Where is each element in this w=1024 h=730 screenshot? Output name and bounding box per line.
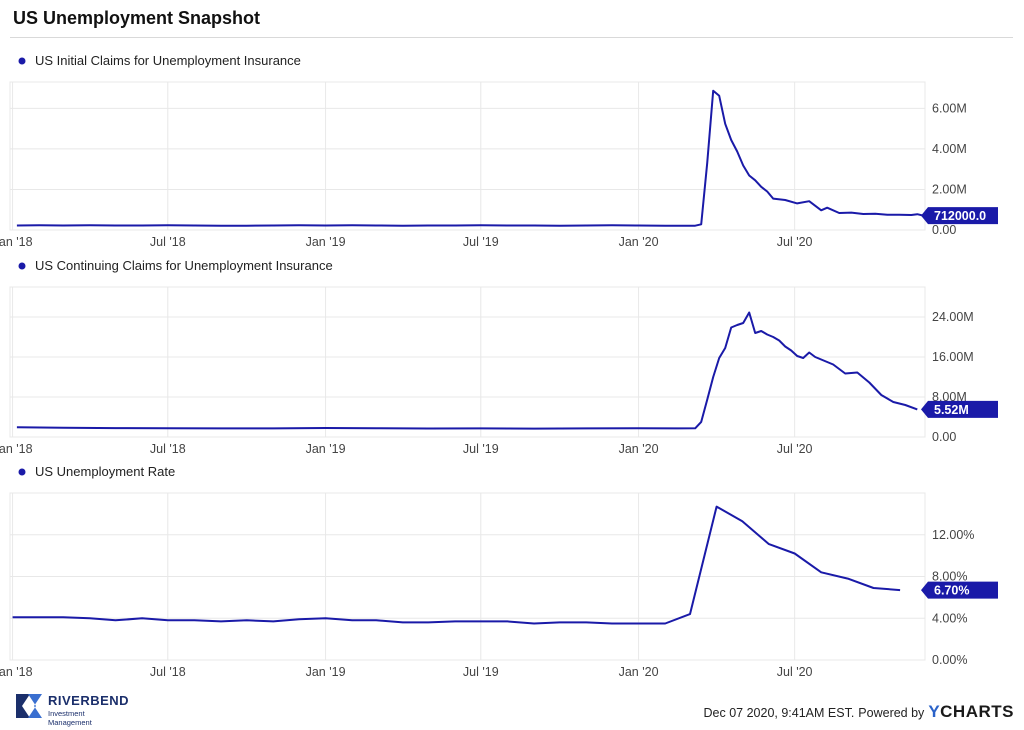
series-line: [16, 89, 924, 227]
legend-label: US Initial Claims for Unemployment Insur…: [35, 53, 301, 68]
x-tick-label: Jan '19: [306, 665, 346, 679]
y-tick-label: 12.00%: [932, 528, 974, 542]
y-tick-label: 8.00M: [932, 390, 967, 404]
x-tick-label: Jul '18: [150, 665, 186, 679]
y-tick-label: 6.00M: [932, 101, 967, 115]
x-tick-label: Jan '18: [0, 235, 33, 249]
x-tick-label: Jan '20: [619, 665, 659, 679]
brand-subtitle: Investment Management: [48, 709, 92, 727]
brand-name: RIVERBEND: [48, 693, 130, 708]
legend-label: US Unemployment Rate: [35, 464, 175, 479]
y-tick-label: 4.00M: [932, 142, 967, 156]
riverbend-logo: RIVERBEND Investment Management: [14, 692, 129, 727]
y-tick-label: 4.00%: [932, 611, 967, 625]
ycharts-logo[interactable]: YCHARTS: [928, 702, 1014, 721]
y-tick-label: 0.00: [932, 223, 956, 237]
series-line: [12, 505, 901, 625]
x-tick-label: Jul '19: [463, 442, 499, 456]
page-title: US Unemployment Snapshot: [13, 8, 261, 28]
timestamp: Dec 07 2020, 9:41AM EST.: [703, 706, 855, 720]
x-tick-label: Jul '19: [463, 235, 499, 249]
legend-marker: [18, 468, 26, 476]
powered-by-text: Powered by: [858, 706, 925, 720]
x-tick-label: Jul '20: [777, 235, 813, 249]
last-value-label: 712000.0: [934, 209, 986, 223]
plot-frame: [9, 286, 926, 438]
x-tick-label: Jul '19: [463, 665, 499, 679]
x-tick-label: Jan '18: [0, 665, 33, 679]
x-tick-label: Jul '20: [777, 442, 813, 456]
series-line: [16, 311, 918, 430]
title-divider: [10, 37, 1013, 38]
x-tick-label: Jul '20: [777, 665, 813, 679]
x-tick-label: Jan '19: [306, 442, 346, 456]
last-value-badge: [921, 207, 998, 225]
x-tick-label: Jan '19: [306, 235, 346, 249]
legend-marker: [18, 262, 26, 270]
legend-label: US Continuing Claims for Unemployment In…: [35, 258, 333, 273]
y-tick-label: 24.00M: [932, 310, 974, 324]
x-tick-label: Jul '18: [150, 442, 186, 456]
x-tick-label: Jan '20: [619, 442, 659, 456]
legend-marker: [18, 57, 26, 65]
x-tick-label: Jul '18: [150, 235, 186, 249]
x-tick-label: Jan '18: [0, 442, 33, 456]
last-value-label: 5.52M: [934, 403, 969, 417]
riverbend-mark-icon: [16, 694, 42, 718]
y-tick-label: 8.00%: [932, 570, 967, 584]
last-value-badge: [921, 400, 998, 418]
footer-credit: Dec 07 2020, 9:41AM EST. Powered by YCHA…: [704, 702, 1014, 722]
y-tick-label: 16.00M: [932, 350, 974, 364]
y-tick-label: 0.00%: [932, 653, 967, 667]
plot-frame: [9, 81, 926, 231]
last-value-label: 6.70%: [934, 584, 969, 598]
x-tick-label: Jan '20: [619, 235, 659, 249]
y-tick-label: 2.00M: [932, 182, 967, 196]
y-tick-label: 0.00: [932, 430, 956, 444]
last-value-badge: [921, 581, 998, 599]
